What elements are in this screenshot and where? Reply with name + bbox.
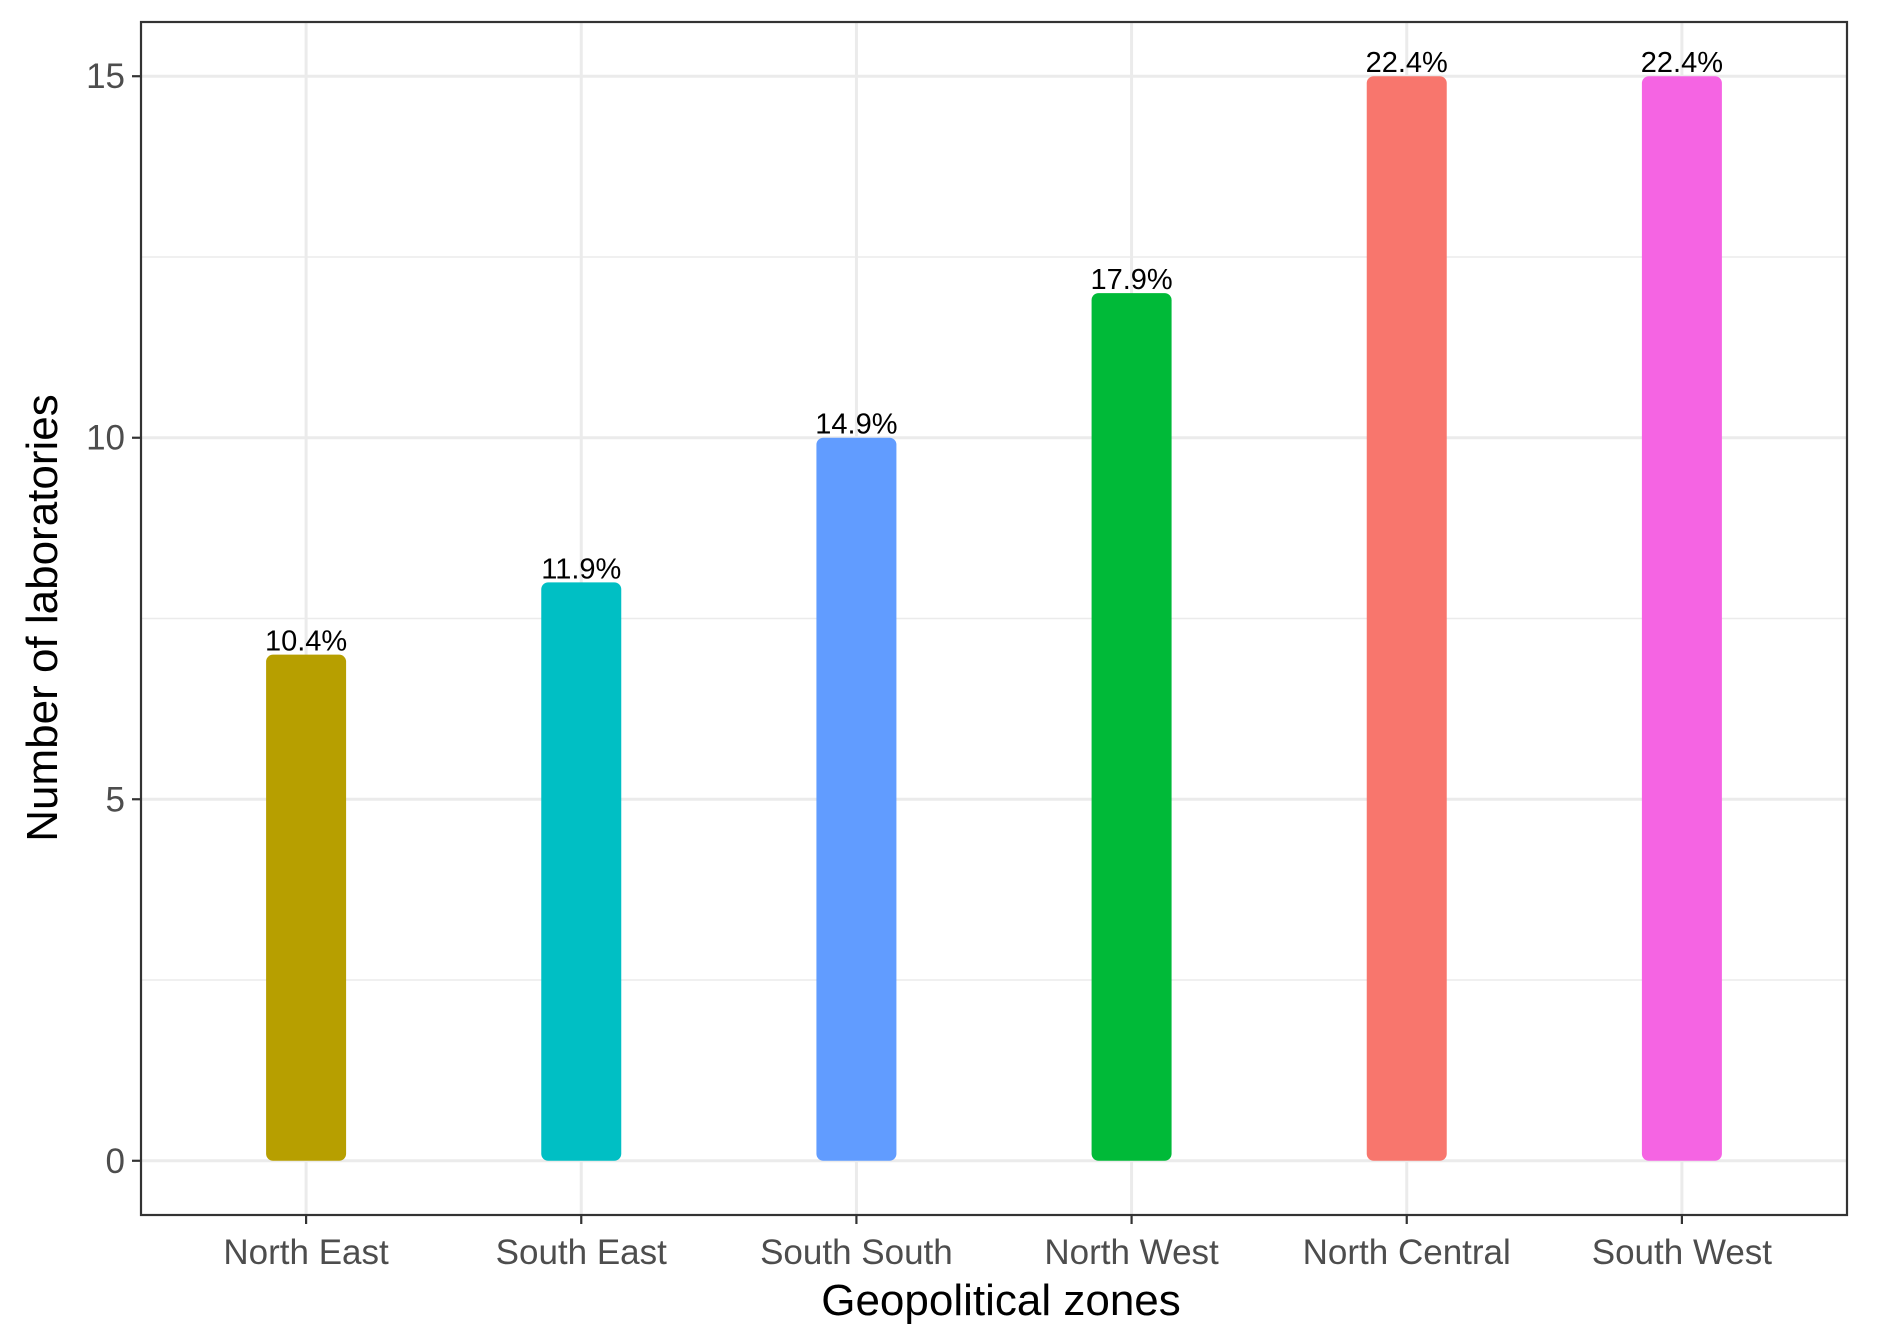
y-tick-label: 15: [86, 57, 125, 96]
data-label: 11.9%: [541, 553, 621, 585]
x-axis-title: Geopolitical zones: [821, 1276, 1181, 1325]
data-label: 22.4%: [1366, 47, 1448, 79]
x-tick-label: North Central: [1303, 1233, 1511, 1272]
x-tick-label: North East: [223, 1233, 389, 1272]
bar-south-east: [541, 582, 622, 1161]
panel-border: [139, 20, 1849, 1217]
y-tick-label: 10: [86, 419, 125, 458]
bars: [266, 76, 1722, 1161]
y-tick-label: 0: [106, 1142, 125, 1181]
x-tick-label: South East: [496, 1233, 667, 1272]
data-label: 22.4%: [1641, 47, 1723, 79]
y-tick-label: 5: [106, 780, 125, 819]
data-label: 10.4%: [265, 626, 347, 658]
data-labels: 10.4% 11.9% 14.9% 17.9% 22.4% 22.4%: [265, 47, 1723, 657]
x-tick-label: South West: [1592, 1233, 1773, 1272]
bar-north-west: [1091, 293, 1172, 1161]
bar-north-central: [1366, 76, 1447, 1161]
x-axis-ticks: North East South East South South North Wes…: [223, 1215, 1772, 1272]
data-label: 17.9%: [1090, 264, 1172, 296]
bar-south-west: [1641, 76, 1722, 1161]
bar-north-east: [266, 654, 347, 1161]
y-axis-ticks: 0 5 10 15: [86, 57, 141, 1181]
data-label: 14.9%: [815, 409, 897, 441]
x-tick-label: North West: [1044, 1233, 1219, 1272]
x-tick-label: South South: [760, 1233, 953, 1272]
bar-south-south: [816, 437, 897, 1161]
y-axis-title: Number of laboratories: [18, 394, 67, 842]
